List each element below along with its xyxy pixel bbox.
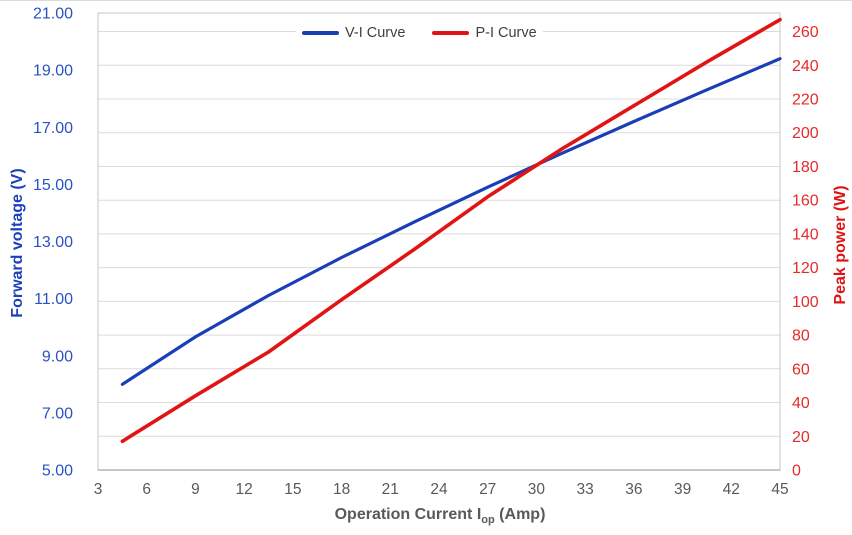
legend-item-pi-curve: P-I Curve	[432, 25, 537, 41]
y-right-tick-label: 180	[792, 159, 819, 176]
x-tick-label: 15	[284, 481, 301, 498]
x-tick-label: 18	[333, 481, 350, 498]
y-left-tick-label: 19.00	[33, 63, 73, 80]
x-tick-label: 27	[479, 481, 496, 498]
x-tick-label: 45	[771, 481, 788, 498]
series-line-pi-curve	[120, 17, 782, 444]
legend-label-vi-curve: V-I Curve	[345, 25, 406, 41]
x-tick-label: 12	[235, 481, 252, 498]
y-left-tick-label: 9.00	[42, 348, 73, 365]
y-axis-title-left: Forward voltage (V)	[9, 168, 26, 318]
legend-label-pi-curve: P-I Curve	[475, 25, 537, 41]
x-tick-label: 9	[191, 481, 200, 498]
x-tick-label: 36	[625, 481, 642, 498]
y-left-tick-label: 7.00	[42, 405, 73, 422]
y-left-tick-label: 15.00	[33, 177, 73, 194]
y-right-tick-label: 20	[792, 429, 810, 446]
y-left-tick-label: 13.00	[33, 234, 73, 251]
series-line-vi-curve	[120, 57, 782, 386]
y-right-tick-label: 200	[792, 125, 819, 142]
plot-border	[97, 12, 781, 471]
x-tick-label: 30	[528, 481, 546, 498]
legend-line-swatch-red	[432, 31, 470, 35]
y-right-tick-label: 140	[792, 226, 819, 243]
y-right-tick-label: 160	[792, 193, 819, 210]
x-tick-label: 24	[430, 481, 448, 498]
x-axis-title: Operation Current Iop (Amp)	[240, 504, 640, 526]
y-left-tick-label: 21.00	[33, 6, 73, 23]
x-tick-label: 3	[94, 481, 103, 498]
y-right-tick-label: 120	[792, 260, 819, 277]
y-axis-title-right: Peak power (W)	[832, 185, 849, 305]
legend-item-vi-curve: V-I Curve	[302, 25, 405, 41]
y-right-tick-label: 0	[792, 463, 801, 480]
y-right-tick-label: 240	[792, 58, 819, 75]
y-right-tick-label: 220	[792, 92, 819, 109]
y-right-tick-label: 40	[792, 395, 810, 412]
y-right-tick-label: 60	[792, 361, 810, 378]
x-axis-title-subscript: op	[481, 514, 495, 527]
y-right-tick-label: 100	[792, 294, 819, 311]
x-tick-label: 42	[723, 481, 740, 498]
legend-line-swatch-blue	[302, 31, 339, 35]
x-tick-label: 33	[576, 481, 593, 498]
legend: V-I Curve P-I Curve	[296, 23, 543, 43]
y-left-tick-label: 17.00	[33, 120, 73, 137]
x-axis-title-main: Operation Current I	[334, 506, 482, 523]
y-right-tick-label: 260	[792, 24, 819, 41]
x-tick-label: 6	[142, 481, 151, 498]
y-right-tick-label: 80	[792, 328, 810, 345]
x-tick-label: 21	[382, 481, 399, 498]
y-left-tick-label: 5.00	[42, 463, 73, 480]
x-axis-title-suffix: (Amp)	[494, 506, 546, 523]
y-left-tick-label: 11.00	[34, 291, 73, 308]
x-tick-label: 39	[674, 481, 691, 498]
